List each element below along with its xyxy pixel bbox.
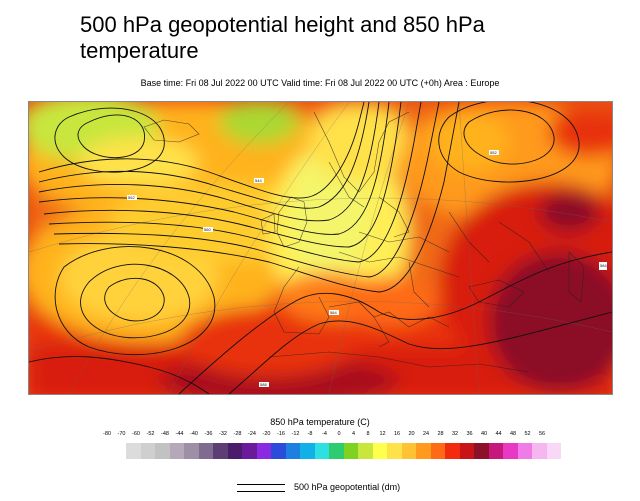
legend-swatch [445, 443, 460, 459]
legend-tick-label: -4 [322, 431, 327, 437]
legend-tick-label: -8 [307, 431, 313, 437]
graticule [29, 102, 612, 394]
legend-tick-label: -44 [175, 431, 184, 437]
legend-swatch [387, 443, 402, 459]
legend-tick-label: 56 [538, 431, 546, 437]
legend-swatch [488, 443, 503, 459]
legend-tick-label: 16 [393, 431, 401, 437]
svg-text:552: 552 [128, 195, 135, 200]
legend-tick-label: -80 [103, 431, 111, 437]
legend-swatch [213, 443, 228, 459]
legend-swatch [372, 443, 387, 459]
legend-swatch [314, 443, 329, 459]
legend-tick-label: -70 [117, 431, 126, 437]
legend-tick-label: -32 [219, 431, 227, 437]
svg-text:560: 560 [204, 227, 211, 232]
legend-swatch [532, 443, 547, 459]
legend-tick-label: 28 [437, 431, 444, 437]
legend-swatch [271, 443, 286, 459]
legend-tick-label: -52 [146, 431, 155, 437]
legend-tick-label: 20 [408, 431, 415, 437]
legend-swatch [242, 443, 257, 459]
legend-tick-label: 40 [480, 431, 488, 437]
legend-swatch [140, 443, 155, 459]
legend-tick-label: -24 [248, 431, 256, 437]
legend-swatch [416, 443, 431, 459]
map-subtitle: Base time: Fri 08 Jul 2022 00 UTC Valid … [140, 78, 500, 88]
svg-text:588: 588 [260, 382, 267, 387]
legend-tick-label: 0 [337, 431, 341, 437]
contour-legend-label: 500 hPa geopotential (dm) [294, 482, 401, 492]
legend-tick-label: 4 [351, 431, 356, 437]
legend-swatch [401, 443, 416, 459]
legend-tick-label: 8 [366, 431, 370, 437]
legend-tick-label: -36 [204, 431, 213, 437]
temperature-field [29, 102, 612, 394]
legend-title: 850 hPa temperature (C) [270, 417, 370, 427]
legend-tick-label: 48 [509, 431, 517, 437]
legend-tick-labels: -80 -70 -60 -52 -48 -44 -40 -36 -32 -28 -24 -20 -16-… [103, 431, 545, 441]
legend-swatch [329, 443, 344, 459]
legend-swatch [503, 443, 518, 459]
legend-swatch [343, 443, 358, 459]
svg-text:584: 584 [330, 310, 337, 315]
legend-swatch [155, 443, 170, 459]
legend-swatch [546, 443, 561, 459]
legend-tick-label: -20 [262, 431, 271, 437]
legend-tick-label: -60 [132, 431, 140, 437]
legend-swatch [227, 443, 242, 459]
legend-tick-label: -48 [161, 431, 169, 437]
legend-tick-label: 32 [451, 431, 459, 437]
legend-swatch [300, 443, 315, 459]
legend-tick-label: -12 [291, 431, 300, 437]
legend-color-bar [126, 443, 561, 459]
legend-swatch [459, 443, 474, 459]
legend-tick-label: 44 [495, 431, 502, 437]
legend-swatch [256, 443, 271, 459]
legend-swatch [474, 443, 489, 459]
legend-tick-label: 12 [379, 431, 386, 437]
svg-text:584: 584 [600, 263, 607, 268]
legend-tick-label: -40 [190, 431, 198, 437]
legend-tick-label: 24 [422, 431, 430, 437]
legend-tick-label: -16 [277, 431, 285, 437]
contour-line-sample [237, 484, 285, 492]
weather-map: 552 560 544 552 584 588 584 [28, 101, 613, 395]
legend-swatch [198, 443, 213, 459]
legend-swatch [430, 443, 445, 459]
map-title: 500 hPa geopotential height and 850 hPa … [80, 12, 485, 63]
legend-swatch [184, 443, 199, 459]
legend-tick-label: -28 [233, 431, 242, 437]
legend-swatch [126, 443, 141, 459]
svg-text:544: 544 [255, 178, 262, 183]
legend-swatch [169, 443, 184, 459]
contour-labels: 552 560 544 552 584 588 584 [127, 150, 607, 387]
legend-swatch [358, 443, 373, 459]
legend-swatch [285, 443, 300, 459]
geopotential-contours [29, 102, 612, 394]
weather-map-canvas: 552 560 544 552 584 588 584 [29, 102, 612, 394]
svg-text:552: 552 [490, 150, 497, 155]
legend-tick-label: 52 [524, 431, 531, 437]
legend-swatch [517, 443, 532, 459]
legend-tick-label: 36 [466, 431, 473, 437]
